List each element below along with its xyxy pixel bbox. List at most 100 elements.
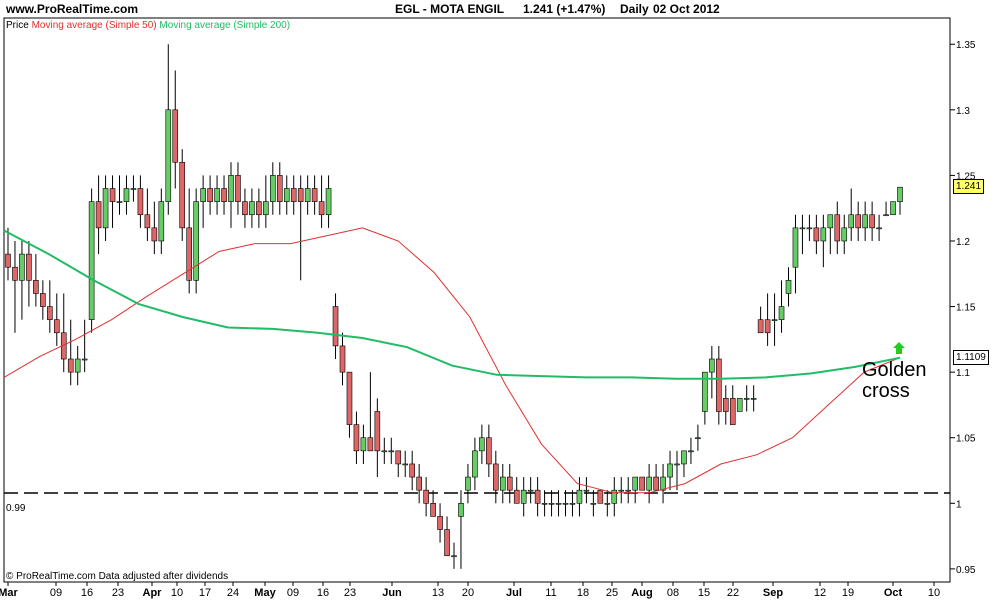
candle <box>109 175 116 228</box>
candle <box>290 175 297 215</box>
candle <box>590 490 597 517</box>
candle <box>667 450 673 491</box>
candle-body <box>158 201 165 242</box>
candle <box>367 372 374 452</box>
candle <box>834 201 841 255</box>
candle-body <box>674 463 680 466</box>
candle-body <box>249 201 255 216</box>
annotation-line-2: cross <box>862 380 910 402</box>
candle <box>123 175 130 215</box>
candle-body <box>813 227 820 242</box>
candle <box>409 450 415 491</box>
candle <box>604 490 611 517</box>
candle-body <box>646 476 652 491</box>
x-tick-label: 23 <box>112 587 124 599</box>
candle-body <box>381 450 388 453</box>
candle <box>19 240 25 320</box>
x-tick-label: May <box>254 587 276 599</box>
candle-body <box>116 201 123 203</box>
site-url[interactable]: www.ProRealTime.com <box>6 2 139 16</box>
candle <box>270 162 276 215</box>
candle <box>820 214 827 268</box>
candle-body <box>33 280 39 294</box>
candle <box>172 70 179 189</box>
candle <box>743 385 750 412</box>
candle-body <box>479 437 485 452</box>
candle-body <box>597 489 604 504</box>
candle-body <box>583 489 590 492</box>
legend-price: Price <box>6 20 29 31</box>
candle <box>276 162 283 215</box>
candle <box>555 490 562 517</box>
x-tick-label: 17 <box>199 587 211 599</box>
candle-body <box>806 227 813 230</box>
x-tick-label: 19 <box>842 587 854 599</box>
legend: Price Moving average (Simple 50) Moving … <box>6 20 290 31</box>
candle-body <box>409 463 415 478</box>
y-axis: 0.95 1 1.05 1.1 1.15 1.2 1.25 1.3 1.35 <box>950 40 976 576</box>
legend-ma50: Moving average (Simple 50) <box>31 20 157 31</box>
x-tick-label: 08 <box>667 587 679 599</box>
candle-body <box>883 214 889 217</box>
y-tick-label: 1.1 <box>956 368 970 379</box>
up-arrow-icon <box>893 342 905 354</box>
ma200-value-tag: 1.1109 <box>953 349 989 365</box>
candle <box>653 463 659 491</box>
candle-body <box>660 476 666 491</box>
candle-body <box>799 227 806 230</box>
candle <box>785 267 792 307</box>
candle <box>625 477 632 504</box>
candle <box>890 201 896 216</box>
candle <box>750 385 757 412</box>
candle <box>792 214 799 294</box>
candle-body <box>667 463 673 478</box>
candle <box>137 175 144 228</box>
candle-body <box>242 201 248 216</box>
candle-body <box>26 253 32 281</box>
y-tick-label: 1 <box>956 499 962 510</box>
candle <box>479 424 485 464</box>
y-tick-label: 0.95 <box>956 565 976 576</box>
candle-body <box>74 358 81 373</box>
candle-body <box>214 188 220 202</box>
candle <box>193 188 199 294</box>
candle <box>186 188 192 294</box>
candle <box>493 450 499 504</box>
candle-body <box>688 450 694 453</box>
candle-body <box>771 319 778 321</box>
candle-body <box>179 161 186 229</box>
candle-body <box>325 188 332 216</box>
candle <box>339 332 346 386</box>
candle-body <box>88 201 95 320</box>
candle-body <box>353 424 360 452</box>
candle-body <box>367 437 374 452</box>
candle <box>534 477 541 517</box>
candle-body <box>137 188 144 216</box>
y-tick-label: 1.15 <box>956 303 976 314</box>
candle <box>165 44 172 215</box>
candle <box>569 490 576 517</box>
copyright-footer: © ProRealTime.com Data adjusted after di… <box>6 571 229 582</box>
candle <box>158 188 165 255</box>
candle <box>695 424 701 451</box>
candle-body <box>527 489 534 492</box>
candle <box>465 463 471 504</box>
candle <box>472 437 478 491</box>
candle <box>346 371 353 438</box>
candle-body <box>611 489 618 504</box>
y-tick-label: 1.2 <box>956 237 970 248</box>
candle-body <box>472 450 478 478</box>
candle <box>207 175 213 215</box>
candle-body <box>95 201 102 229</box>
candle <box>214 175 220 215</box>
candle <box>179 149 186 241</box>
y-tick-label: 1.3 <box>956 106 970 117</box>
candle-body <box>555 503 562 505</box>
x-tick-label: Aug <box>631 587 652 599</box>
annotation-line-1: Golden <box>862 359 927 381</box>
candle-body <box>653 476 659 491</box>
candle-body <box>130 188 137 190</box>
candle <box>116 175 123 215</box>
x-tick-label: 10 <box>171 587 183 599</box>
candle <box>33 254 39 307</box>
